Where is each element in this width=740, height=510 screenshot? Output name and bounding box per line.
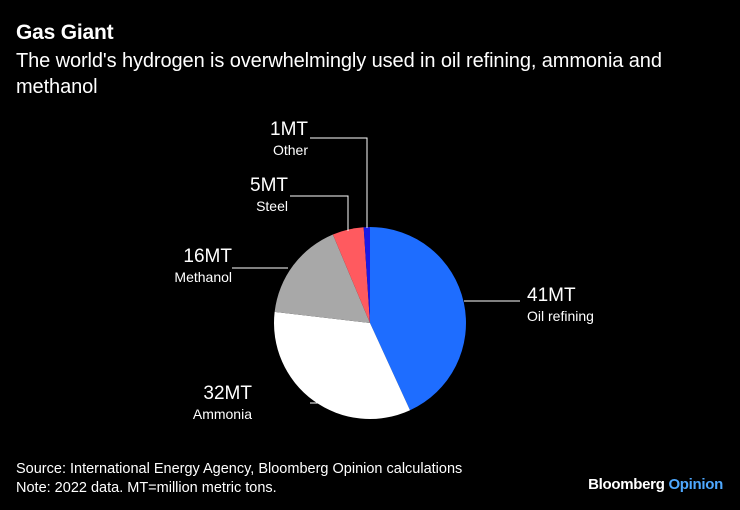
data-label-other: 1MT bbox=[270, 119, 308, 140]
brand-suffix: Opinion bbox=[668, 476, 723, 493]
brand-logo: Bloomberg Opinion bbox=[588, 476, 723, 493]
pie-slice-other bbox=[363, 227, 370, 323]
chart-subtitle: The world's hydrogen is overwhelmingly u… bbox=[16, 50, 662, 98]
pie-slice-methanol bbox=[274, 234, 370, 323]
category-label-other: Other bbox=[273, 142, 308, 158]
footer: Source: International Energy Agency, Blo… bbox=[16, 460, 462, 498]
data-label-methanol: 16MT bbox=[183, 246, 232, 267]
data-label-oil-refining: 41MT bbox=[527, 285, 576, 306]
data-note: Note: 2022 data. MT=million metric tons. bbox=[16, 480, 277, 496]
source-note: Source: International Energy Agency, Blo… bbox=[16, 461, 463, 477]
data-label-steel: 5MT bbox=[250, 175, 288, 196]
chart-title: Gas Giant bbox=[16, 21, 114, 44]
data-label-ammonia: 32MT bbox=[203, 383, 252, 404]
leader-line-other bbox=[310, 137, 368, 228]
category-label-oil-refining: Oil refining bbox=[527, 308, 594, 324]
pie-slice-oil-refining bbox=[370, 227, 466, 411]
pie-slice-steel bbox=[332, 227, 370, 323]
brand-name: Bloomberg bbox=[588, 476, 665, 493]
category-label-ammonia: Ammonia bbox=[193, 406, 252, 422]
category-label-steel: Steel bbox=[256, 198, 288, 214]
pie-slice-ammonia bbox=[273, 311, 411, 419]
leader-line-steel bbox=[290, 195, 349, 231]
category-label-methanol: Methanol bbox=[174, 269, 232, 285]
